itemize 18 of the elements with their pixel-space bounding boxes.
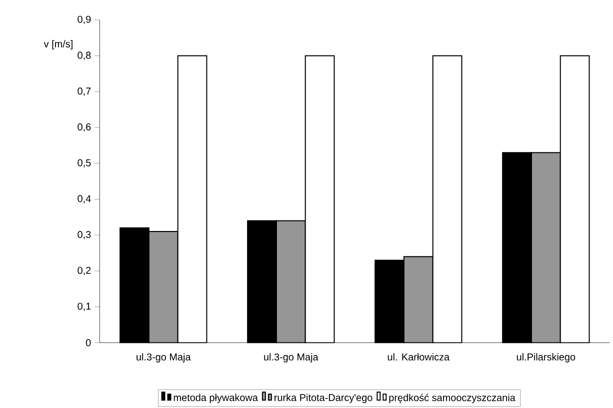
y-tick-label: 0,5 [78,159,91,168]
y-axis-title: v [m/s] [44,40,72,50]
x-tick-label: ul.Pilarskiego [516,352,576,362]
y-tick-label: 0,3 [78,230,91,240]
y-tick-label: 0,9 [78,16,91,24]
y-tick-label: 0,6 [78,123,91,132]
y-tick-label: 0,7 [78,87,91,96]
x-tick-label: ul.3-go Maja [136,352,191,362]
y-tick-label: 0,1 [78,302,91,311]
legend-label: prędkość samooczyszczania [389,394,516,403]
x-tick-label: ul.3-go Maja [264,352,318,362]
y-tick-label: 0,2 [78,266,91,275]
x-tick-label: ul. Karłowicza [388,352,450,360]
y-tick-label: 0,4 [78,194,91,204]
y-tick-label: 0 [86,338,91,346]
legend-label: metoda pływakowa [174,394,258,403]
y-tick-label: 0,8 [78,51,91,60]
legend-label: rurka Pitota-Darcy'ego [274,394,372,403]
